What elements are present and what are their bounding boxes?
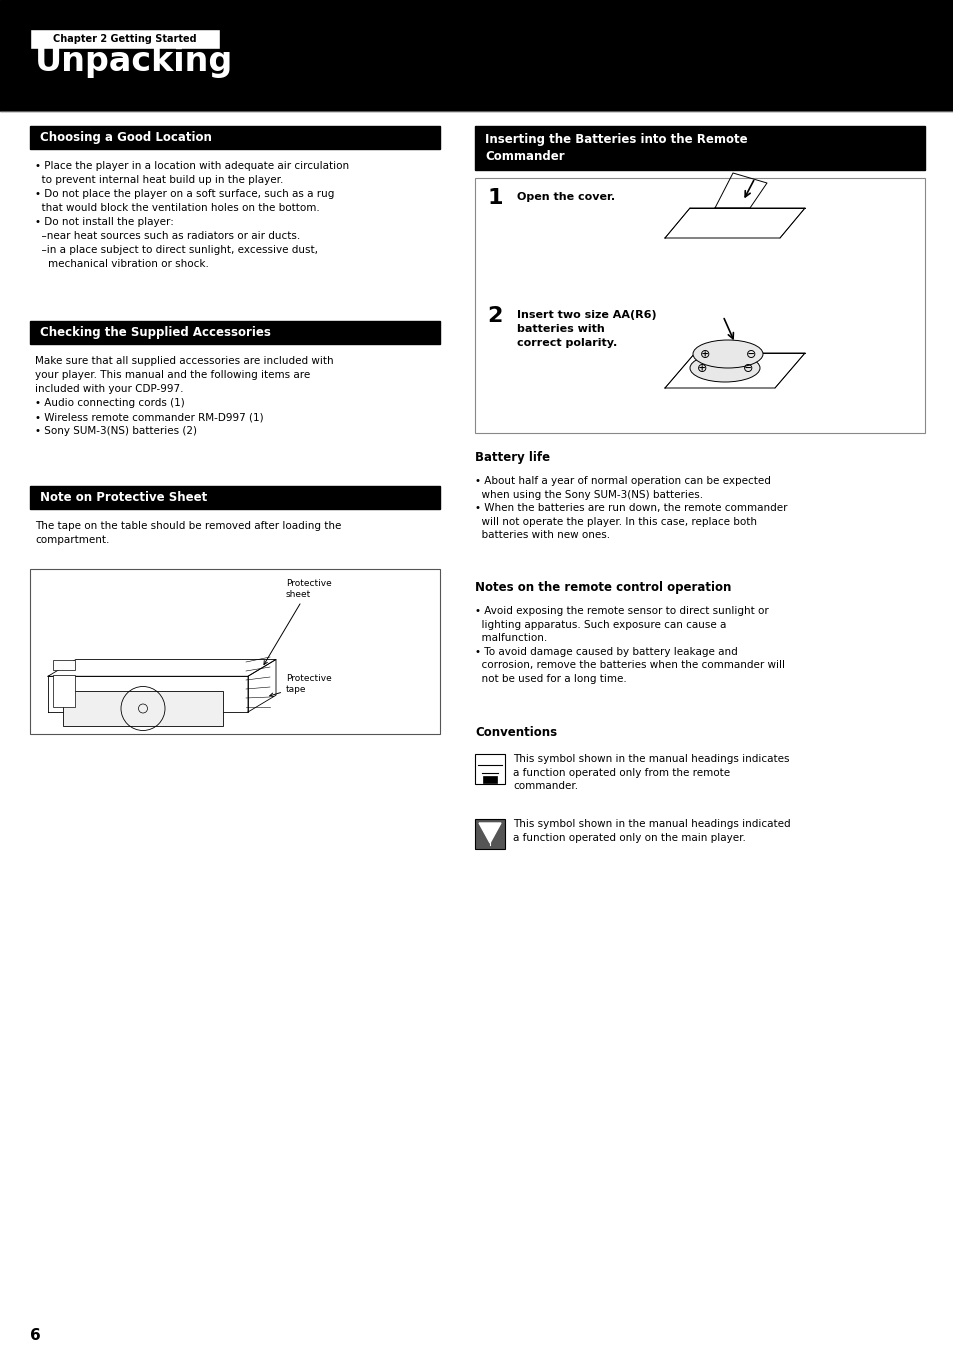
Bar: [30, 29, 220, 49]
Bar: [475, 126, 924, 170]
Text: Inserting the Batteries into the Remote
Commander: Inserting the Batteries into the Remote …: [484, 133, 747, 163]
Polygon shape: [478, 823, 500, 843]
Text: Battery life: Battery life: [475, 451, 550, 463]
Ellipse shape: [692, 340, 762, 367]
Bar: [30, 126, 439, 149]
Bar: [30, 569, 439, 733]
Text: Notes on the remote control operation: Notes on the remote control operation: [475, 581, 731, 594]
Bar: [482, 776, 497, 783]
Text: • Place the player in a location with adequate air circulation
  to prevent inte: • Place the player in a location with ad…: [35, 160, 349, 269]
Text: This symbol shown in the manual headings indicates
a function operated only from: This symbol shown in the manual headings…: [513, 754, 789, 791]
Text: Open the cover.: Open the cover.: [517, 192, 615, 202]
Text: • Avoid exposing the remote sensor to direct sunlight or
  lighting apparatus. S: • Avoid exposing the remote sensor to di…: [475, 606, 784, 684]
Text: Checking the Supplied Accessories: Checking the Supplied Accessories: [40, 326, 271, 339]
Text: ⊕: ⊕: [696, 362, 706, 374]
Bar: [30, 321, 439, 344]
Bar: [475, 178, 924, 433]
Text: 2: 2: [486, 306, 502, 326]
Bar: [53, 675, 75, 707]
Text: Conventions: Conventions: [475, 727, 557, 739]
Bar: [475, 818, 504, 849]
Text: 1: 1: [486, 188, 502, 208]
Text: Protective
sheet: Protective sheet: [264, 580, 332, 665]
Text: The tape on the table should be removed after loading the
compartment.: The tape on the table should be removed …: [35, 521, 341, 546]
Text: This symbol shown in the manual headings indicated
a function operated only on t: This symbol shown in the manual headings…: [513, 818, 790, 843]
Bar: [0, 0, 953, 111]
Bar: [475, 754, 504, 784]
Text: 6: 6: [30, 1328, 41, 1344]
Text: Chapter 2 Getting Started: Chapter 2 Getting Started: [53, 34, 196, 44]
Text: ⊖: ⊖: [745, 347, 756, 361]
Text: ⊖: ⊖: [742, 362, 753, 374]
Bar: [63, 691, 223, 727]
Bar: [53, 659, 75, 670]
Text: Unpacking: Unpacking: [35, 44, 233, 78]
Text: • About half a year of normal operation can be expected
  when using the Sony SU: • About half a year of normal operation …: [475, 476, 786, 540]
Ellipse shape: [689, 354, 760, 383]
Text: Note on Protective Sheet: Note on Protective Sheet: [40, 491, 207, 505]
Text: Choosing a Good Location: Choosing a Good Location: [40, 132, 212, 144]
Bar: [30, 485, 439, 509]
Text: ⊕: ⊕: [699, 347, 709, 361]
Text: Insert two size AA(R6)
batteries with
correct polarity.: Insert two size AA(R6) batteries with co…: [517, 310, 656, 348]
Text: Protective
tape: Protective tape: [270, 675, 332, 696]
Text: Make sure that all supplied accessories are included with
your player. This manu: Make sure that all supplied accessories …: [35, 356, 334, 436]
